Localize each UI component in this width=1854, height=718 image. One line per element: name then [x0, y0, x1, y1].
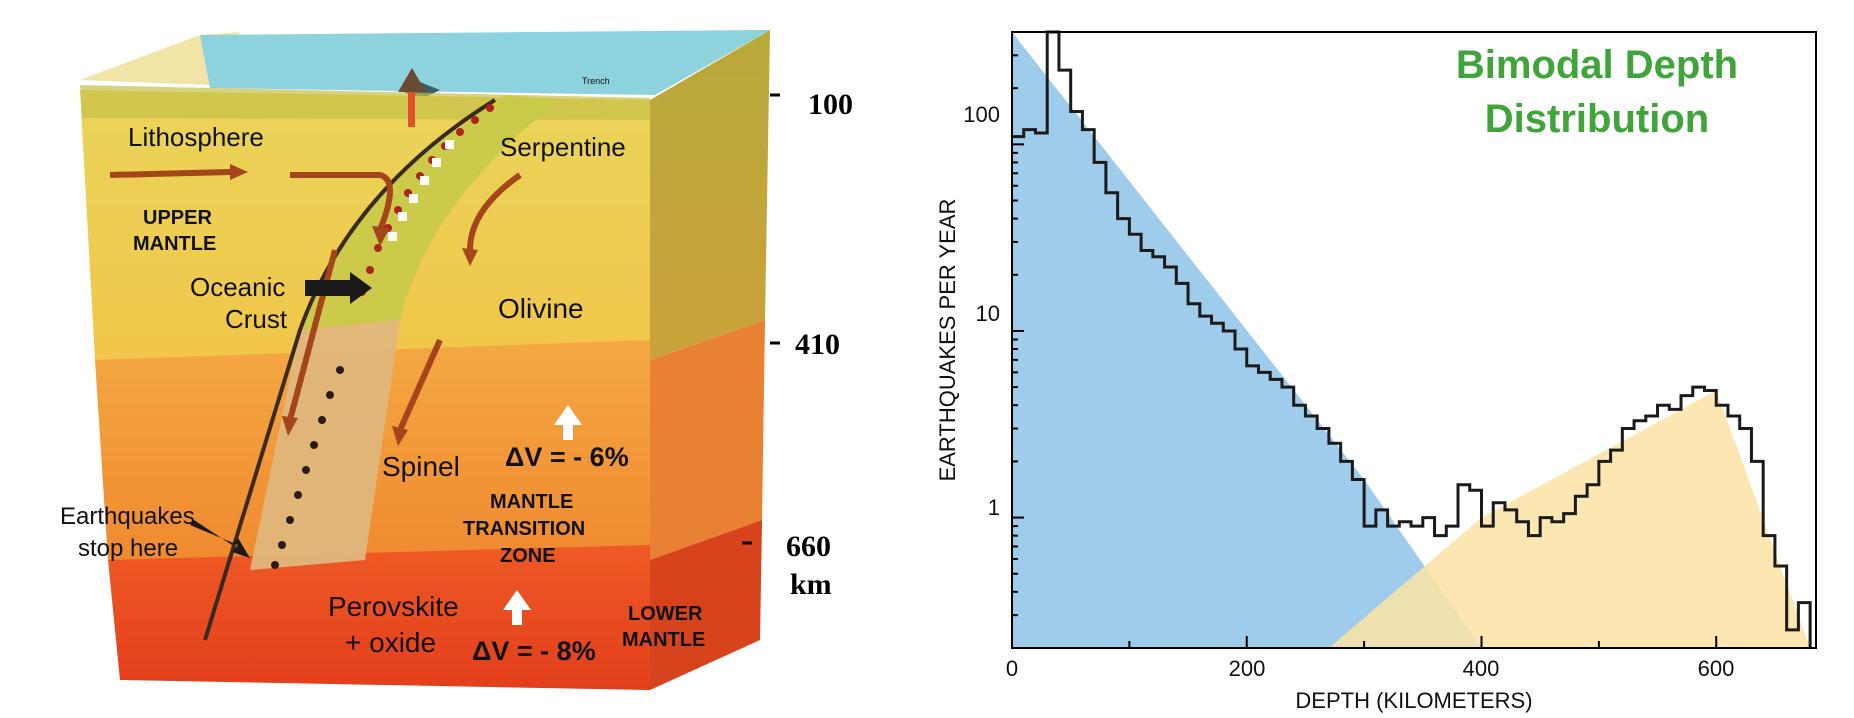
slab-cold-core	[250, 320, 400, 570]
axis-ticks	[1011, 54, 1718, 648]
dv-8-label: ΔV = - 8%	[472, 636, 596, 666]
oceanic-crust-line	[203, 98, 497, 641]
arrow-heads	[230, 164, 478, 446]
serpentine-label: Serpentine	[500, 132, 626, 162]
side-face-transition	[650, 320, 765, 560]
flow-arrows	[109, 169, 522, 432]
lower-mantle-label: LOWER	[628, 603, 703, 625]
land-surface	[80, 32, 240, 85]
oceanic-crust-label-2: Crust	[225, 304, 288, 334]
earthquakes-stop-label: Earthquakes	[60, 503, 195, 530]
volcano-icon	[398, 68, 426, 92]
oceanic-crust-label: Oceanic	[190, 272, 285, 302]
perovskite-label-2: + oxide	[345, 627, 436, 658]
side-face-upper	[650, 30, 770, 360]
depth-660-label: 660	[786, 530, 831, 563]
depth-100-label: 100	[808, 88, 853, 121]
x-axis-label: DEPTH (KILOMETERS)	[1295, 688, 1532, 713]
spinel-label: Spinel	[382, 451, 460, 482]
lithosphere-label: Lithosphere	[128, 122, 264, 152]
depth-histogram: 0 200 400 600 1 10 100 DEPTH (KILOMETERS…	[935, 30, 1817, 713]
component-deep	[1328, 390, 1811, 648]
y-tick-1: 1	[988, 495, 1000, 520]
transition-zone-label: MANTLE	[490, 491, 573, 513]
deep-earthquake-dots	[271, 366, 344, 569]
x-tick-0: 0	[1006, 656, 1018, 681]
depth-ticks	[742, 93, 780, 545]
y-tick-100: 100	[963, 102, 1000, 127]
upper-mantle-label-2: MANTLE	[133, 233, 216, 255]
y-axis-label: EARTHQUAKES PER YEAR	[935, 199, 960, 482]
chart-title-line2: Distribution	[1485, 97, 1709, 141]
y-tick-10: 10	[976, 301, 1000, 326]
transition-zone-label-2: TRANSITION	[463, 518, 585, 540]
serpentine-dots	[388, 140, 454, 241]
depth-410-label: 410	[795, 328, 840, 361]
histogram-outline	[1012, 30, 1812, 648]
perovskite-label: Perovskite	[328, 591, 459, 622]
subduction-diagram: Lithosphere UPPER MANTLE Oceanic Crust S…	[60, 30, 853, 690]
magma-conduit	[408, 92, 415, 127]
trench-label: Trench	[582, 76, 610, 86]
upper-mantle-label: UPPER	[143, 207, 212, 229]
dv-6-arrow-icon	[554, 405, 582, 440]
dv-6-label: ΔV = - 6%	[505, 442, 629, 472]
side-face-lower	[650, 520, 762, 690]
dv-8-arrow-icon	[503, 590, 531, 625]
plot-area	[1012, 30, 1812, 648]
transition-zone-label-3: ZONE	[500, 545, 556, 567]
earthquake-pointer-arrow	[190, 520, 250, 558]
crust-pointer-arrow	[305, 272, 372, 304]
x-tick-200: 200	[1229, 656, 1266, 681]
chart-title: Bimodal Depth	[1456, 43, 1738, 87]
lower-mantle-label-2: MANTLE	[622, 629, 705, 651]
depth-unit-label: km	[790, 568, 832, 601]
earthquakes-stop-label-2: stop here	[78, 535, 178, 562]
ocean-surface	[200, 30, 770, 95]
x-tick-600: 600	[1698, 656, 1735, 681]
x-tick-400: 400	[1463, 656, 1500, 681]
olivine-label: Olivine	[498, 293, 584, 324]
lower-mantle-layer	[108, 545, 650, 690]
